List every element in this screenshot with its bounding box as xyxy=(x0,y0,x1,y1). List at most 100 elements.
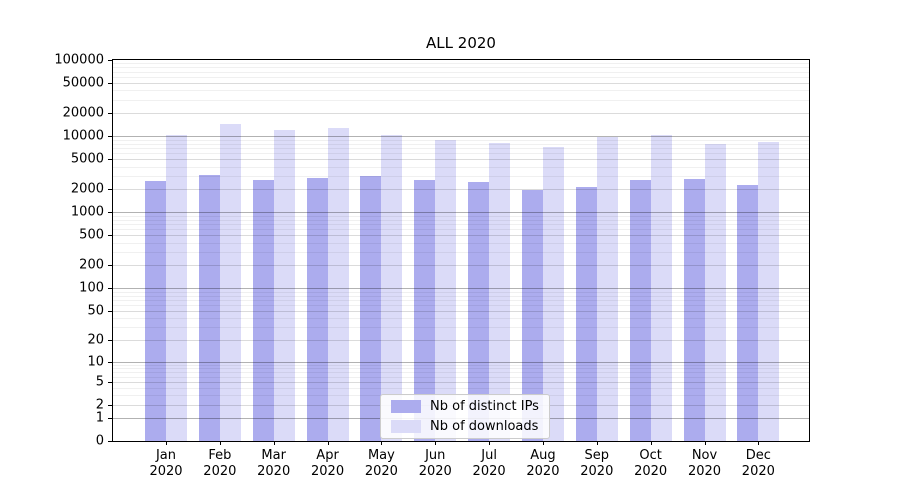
x-tick xyxy=(758,441,760,445)
bar-downloads xyxy=(704,143,726,441)
gridline xyxy=(113,139,809,141)
y-tick xyxy=(108,60,113,61)
bar-distinct-ips xyxy=(575,187,597,441)
legend-label-distinct-ips: Nb of distinct IPs xyxy=(430,399,539,414)
legend-swatch-distinct-ips xyxy=(391,400,421,413)
x-tick xyxy=(327,441,329,445)
y-tick-label: 10000 xyxy=(62,128,104,144)
y-tick xyxy=(108,441,113,442)
gridline xyxy=(113,136,809,138)
gridline xyxy=(113,304,809,306)
gridline xyxy=(113,364,809,366)
bar-downloads xyxy=(219,123,241,441)
x-tick xyxy=(381,441,383,445)
bar-distinct-ips xyxy=(521,190,543,441)
gridline xyxy=(113,252,809,254)
bar-distinct-ips xyxy=(414,180,436,441)
gridline xyxy=(113,387,809,389)
gridline xyxy=(113,82,809,84)
gridline xyxy=(113,90,809,92)
x-tick-label: Mar 2020 xyxy=(257,448,291,480)
bar-downloads xyxy=(273,129,295,441)
gridline xyxy=(113,71,809,73)
gridline xyxy=(113,299,809,301)
y-tick xyxy=(108,189,113,191)
y-tick-label: 50000 xyxy=(62,75,104,91)
legend-label-downloads: Nb of downloads xyxy=(430,419,539,434)
bar-distinct-ips xyxy=(306,178,328,441)
gridline xyxy=(113,147,809,149)
y-tick xyxy=(108,418,113,420)
x-tick xyxy=(704,441,706,445)
y-tick-label: 5000 xyxy=(70,151,104,167)
x-tick-label: Jul 2020 xyxy=(472,448,506,480)
gridline xyxy=(113,295,809,297)
x-tick-label: May 2020 xyxy=(364,448,398,480)
y-tick-label: 50 xyxy=(87,303,104,319)
x-tick xyxy=(650,441,652,445)
bar-distinct-ips xyxy=(145,180,166,441)
gridline xyxy=(113,153,809,155)
gridline xyxy=(113,67,809,69)
x-tick xyxy=(273,441,275,445)
gridline xyxy=(113,229,809,231)
bar-downloads xyxy=(542,146,564,441)
x-tick xyxy=(542,441,544,445)
y-tick-label: 200 xyxy=(79,257,104,273)
x-tick-label: Aug 2020 xyxy=(526,448,560,480)
y-tick-label: 20000 xyxy=(62,105,104,121)
y-tick xyxy=(108,265,113,267)
x-tick-label: Jun 2020 xyxy=(418,448,452,480)
y-tick xyxy=(108,113,113,115)
x-tick xyxy=(596,441,598,445)
y-tick-label: 20 xyxy=(87,332,104,348)
bar-downloads xyxy=(327,127,349,441)
y-tick xyxy=(108,288,113,290)
bar-downloads xyxy=(758,142,780,441)
gridline xyxy=(113,376,809,378)
bar-downloads xyxy=(650,135,672,441)
gridline xyxy=(113,310,809,312)
gridline xyxy=(113,219,809,221)
y-tick-label: 1 xyxy=(95,410,104,426)
bar-downloads xyxy=(596,136,618,441)
gridline xyxy=(113,113,809,115)
gridline xyxy=(113,368,809,370)
x-tick-label: Nov 2020 xyxy=(687,448,722,480)
x-tick xyxy=(435,441,437,445)
gridline xyxy=(113,143,809,145)
gridline xyxy=(113,372,809,374)
gridline xyxy=(113,76,809,78)
gridline xyxy=(113,327,809,329)
gridline xyxy=(113,265,809,267)
bar-downloads xyxy=(489,142,511,441)
gridline xyxy=(113,340,809,342)
gridline xyxy=(113,318,809,320)
chart-title: ALL 2020 xyxy=(426,34,496,52)
bar-distinct-ips xyxy=(683,179,705,441)
gridline xyxy=(113,242,809,244)
x-tick-label: Dec 2020 xyxy=(741,448,775,480)
gridline xyxy=(113,291,809,293)
bar-distinct-ips xyxy=(629,179,651,441)
y-tick-label: 2 xyxy=(95,397,104,413)
bar-distinct-ips xyxy=(360,176,382,441)
gridline xyxy=(113,189,809,191)
y-tick-label: 1000 xyxy=(70,204,104,220)
x-tick-label: Apr 2020 xyxy=(311,448,345,480)
gridline xyxy=(113,99,809,101)
x-tick-label: Feb 2020 xyxy=(203,448,237,480)
x-tick-label: Oct 2020 xyxy=(634,448,668,480)
y-tick xyxy=(108,404,113,406)
x-tick xyxy=(489,441,491,445)
y-tick xyxy=(108,361,113,363)
y-tick-label: 2000 xyxy=(70,181,104,197)
legend-row: Nb of downloads xyxy=(391,419,539,434)
y-tick xyxy=(108,235,113,237)
y-tick xyxy=(108,340,113,342)
y-tick-label: 0 xyxy=(95,433,104,449)
legend-row: Nb of distinct IPs xyxy=(391,399,539,414)
gridline xyxy=(113,166,809,168)
bar-downloads xyxy=(381,135,403,441)
